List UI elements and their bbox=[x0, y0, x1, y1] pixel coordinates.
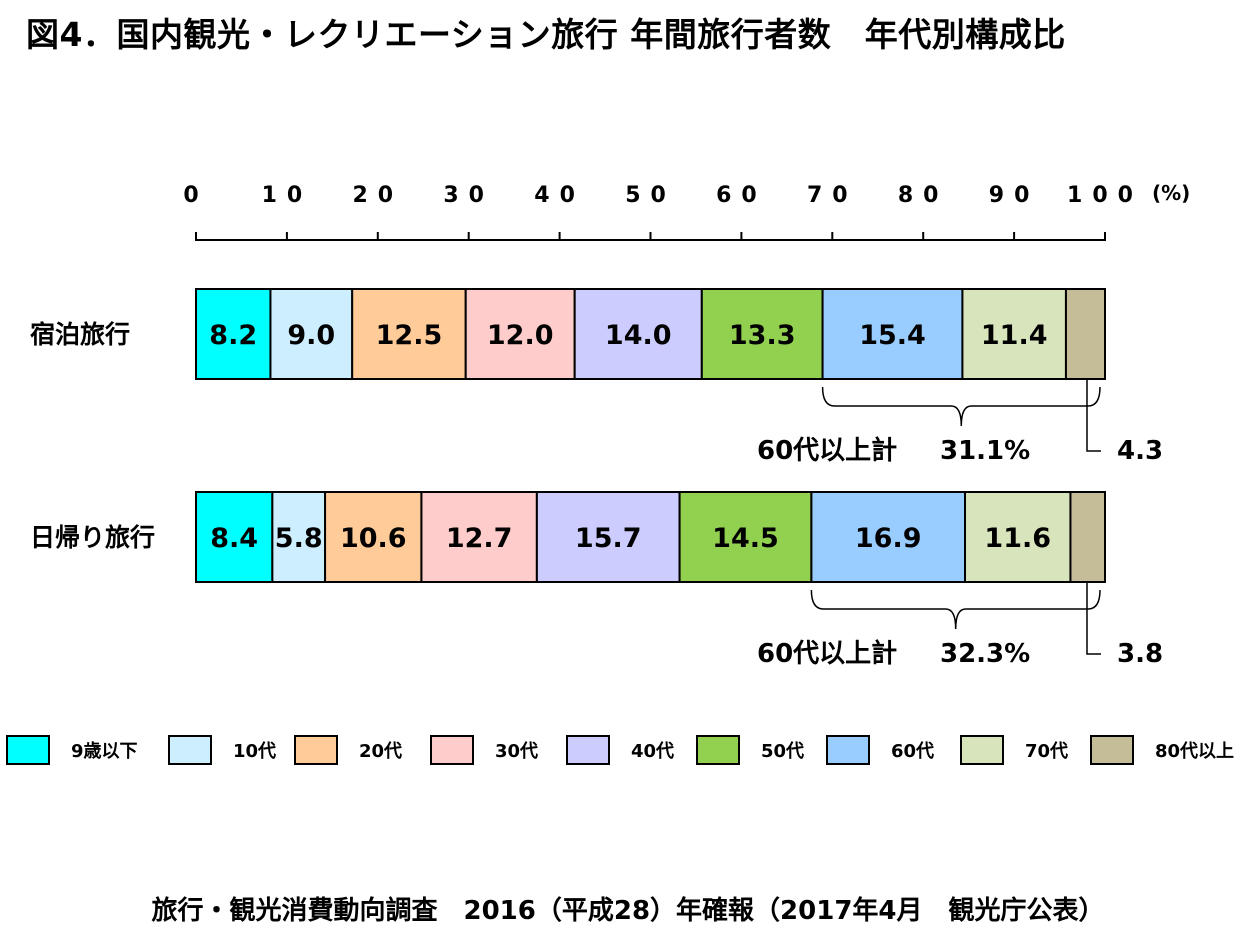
legend-item: 50代 bbox=[696, 735, 804, 765]
axis-tick-label: 40 bbox=[534, 183, 585, 208]
bar-rows: 宿泊旅行 8.2 9.0 12.5 12.0 14.0 13.3 15.4 11.4 日帰り旅行 8… bbox=[30, 288, 1107, 583]
data-label: 9.0 bbox=[287, 320, 335, 351]
axis-unit-label: (%) bbox=[1152, 181, 1190, 205]
bar-segment bbox=[324, 491, 423, 583]
legend-swatch bbox=[1090, 735, 1134, 765]
data-label: 11.4 bbox=[981, 320, 1048, 351]
axis-tick-label: 80 bbox=[898, 183, 949, 208]
axis-tick-label: 50 bbox=[625, 183, 676, 208]
annotation-label: 60代以上計 bbox=[757, 435, 897, 466]
data-label: 15.4 bbox=[859, 320, 926, 351]
legend-swatch bbox=[696, 735, 740, 765]
annotation-value: 32.3% bbox=[940, 639, 1030, 669]
legend-label: 9歳以下 bbox=[71, 741, 138, 762]
legend-swatch bbox=[566, 735, 610, 765]
bar-segment bbox=[961, 288, 1067, 380]
legend-item: 10代 bbox=[168, 735, 276, 765]
legend-label: 20代 bbox=[359, 741, 403, 762]
bar-segment bbox=[1064, 288, 1106, 380]
axis-tick-label: 10 bbox=[262, 183, 313, 208]
callout-leader bbox=[1086, 582, 1101, 655]
x-axis: 0 10 20 30 40 50 60 70 80 90 100 (%) bbox=[183, 181, 1190, 241]
legend-item: 80代以上 bbox=[1090, 735, 1234, 765]
category-label: 宿泊旅行 bbox=[30, 320, 130, 349]
legend-swatch bbox=[294, 735, 338, 765]
bar-segment bbox=[1069, 491, 1107, 583]
callout-value: 4.3 bbox=[1117, 436, 1163, 466]
legend-label: 40代 bbox=[631, 741, 675, 762]
legend-label: 70代 bbox=[1025, 741, 1069, 762]
legend-swatch bbox=[826, 735, 870, 765]
source-note: 旅行・観光消費動向調査 2016（平成28）年確報（2017年4月 観光庁公表） bbox=[151, 896, 1105, 926]
chart-title: 図4．国内観光・レクリエーション旅行 年間旅行者数 年代別構成比 bbox=[26, 15, 1066, 54]
legend-swatch bbox=[430, 735, 474, 765]
data-label: 15.7 bbox=[575, 523, 642, 554]
data-label: 11.6 bbox=[984, 523, 1051, 554]
data-label: 10.6 bbox=[340, 523, 407, 554]
bar-segment bbox=[964, 491, 1072, 583]
data-label: 14.0 bbox=[605, 320, 672, 351]
data-label: 8.4 bbox=[210, 523, 258, 554]
legend-label: 50代 bbox=[761, 741, 805, 762]
axis-tick-label: 100 bbox=[1067, 183, 1143, 208]
legend-label: 30代 bbox=[495, 741, 539, 762]
legend-label: 60代 bbox=[891, 741, 935, 762]
axis-tick-label: 30 bbox=[443, 183, 494, 208]
bracket bbox=[810, 589, 1101, 630]
category-label: 日帰り旅行 bbox=[30, 523, 155, 552]
legend-item: 40代 bbox=[566, 735, 674, 765]
legend-item: 30代 bbox=[430, 735, 538, 765]
legend: 9歳以下 10代 20代 30代 40代 50代 60代 70代 80代以上 bbox=[0, 735, 1256, 775]
axis-tick-label: 60 bbox=[716, 183, 767, 208]
legend-item: 70代 bbox=[960, 735, 1068, 765]
bar-segment bbox=[351, 288, 467, 380]
data-label: 12.0 bbox=[487, 320, 554, 351]
data-label: 12.5 bbox=[376, 320, 443, 351]
axis-tick-label: 20 bbox=[352, 183, 403, 208]
callout-leader bbox=[1086, 379, 1101, 452]
data-label: 8.2 bbox=[209, 320, 257, 351]
data-label: 14.5 bbox=[712, 523, 779, 554]
legend-item: 20代 bbox=[294, 735, 402, 765]
bar-segment bbox=[464, 288, 576, 380]
axis-tick-label: 0 bbox=[183, 183, 208, 208]
annotations: 60代以上計 31.1% 4.3 60代以上計 32.3% 3.8 bbox=[757, 379, 1163, 669]
legend-label: 10代 bbox=[233, 741, 277, 762]
data-label: 12.7 bbox=[446, 523, 513, 554]
data-label: 16.9 bbox=[855, 523, 922, 554]
data-label: 13.3 bbox=[729, 320, 796, 351]
callout-value: 3.8 bbox=[1117, 639, 1163, 669]
bar-segment bbox=[678, 491, 813, 583]
annotation-label: 60代以上計 bbox=[757, 638, 897, 669]
axis-tick-label: 70 bbox=[807, 183, 858, 208]
annotation-value: 31.1% bbox=[940, 436, 1030, 466]
bracket bbox=[821, 386, 1101, 427]
legend-swatch bbox=[6, 735, 50, 765]
bar-segment bbox=[573, 288, 703, 380]
bar-segment bbox=[821, 288, 964, 380]
legend-label: 80代以上 bbox=[1155, 741, 1235, 762]
legend-item: 60代 bbox=[826, 735, 934, 765]
legend-swatch bbox=[168, 735, 212, 765]
data-label: 5.8 bbox=[275, 523, 323, 554]
legend-swatch bbox=[960, 735, 1004, 765]
axis-tick-label: 90 bbox=[989, 183, 1040, 208]
legend-item: 9歳以下 bbox=[6, 735, 138, 765]
bar-segment bbox=[535, 491, 681, 583]
